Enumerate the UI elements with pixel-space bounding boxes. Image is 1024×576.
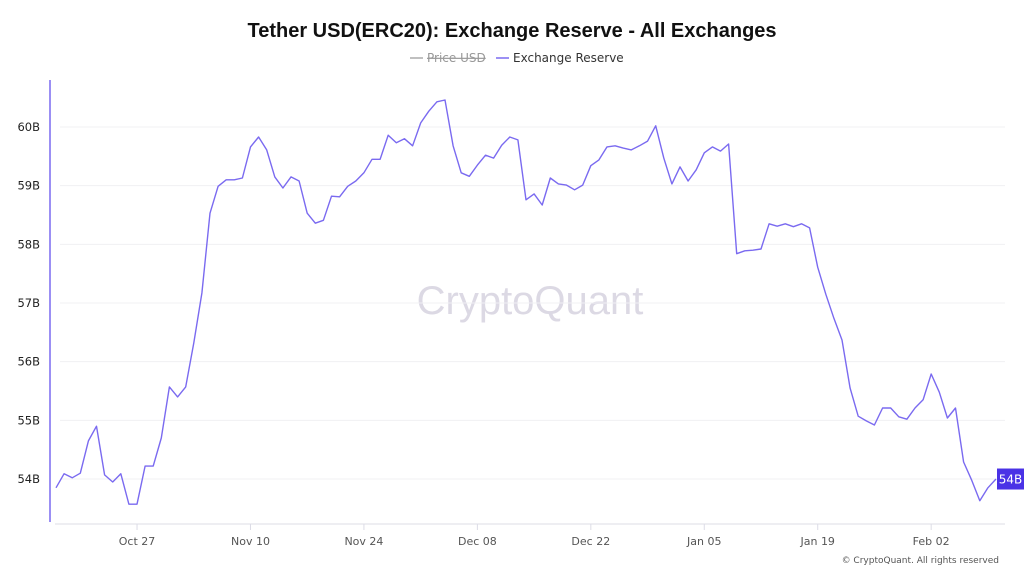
x-tick-label: Dec 08 (458, 535, 497, 548)
legend-label-exchange-reserve: Exchange Reserve (513, 51, 624, 65)
legend: Price USD Exchange Reserve (410, 51, 624, 65)
y-tick-label: 60B (17, 120, 40, 134)
grid (60, 126, 1005, 480)
series-line-exchange-reserve (55, 99, 997, 505)
y-tick-label: 57B (17, 296, 40, 310)
current-value-label: 54B (999, 473, 1023, 487)
x-tick-label: Oct 27 (119, 535, 156, 548)
y-tick-label: 56B (17, 355, 40, 369)
watermark-logo: CryptoQuant (417, 279, 644, 323)
y-tick-label: 58B (17, 237, 40, 251)
y-axis-ticks: 60B 59B 58B 57B 56B 55B 54B (17, 120, 40, 486)
chart-title: Tether USD(ERC20): Exchange Reserve - Al… (247, 20, 776, 42)
y-tick-label: 55B (17, 413, 40, 427)
legend-label-price-usd: Price USD (427, 51, 486, 65)
x-tick-label: Jan 05 (686, 535, 721, 548)
x-tick-label: Dec 22 (571, 535, 610, 548)
x-tick-label: Jan 19 (799, 535, 834, 548)
y-tick-label: 54B (17, 472, 40, 486)
legend-item-price-usd[interactable]: Price USD (410, 51, 486, 65)
legend-item-exchange-reserve[interactable]: Exchange Reserve (496, 51, 624, 65)
current-value-box (997, 468, 1024, 490)
y-tick-label: 59B (17, 179, 40, 193)
current-value-marker: 54B (997, 468, 1024, 490)
x-axis-ticks: Oct 27 Nov 10 Nov 24 Dec 08 Dec 22 Jan 05 Jan … (119, 524, 950, 548)
x-tick-label: Nov 10 (231, 535, 270, 548)
x-tick-label: Nov 24 (344, 535, 383, 548)
x-tick-label: Feb 02 (913, 535, 950, 548)
copyright-footer: © CryptoQuant. All rights reserved (842, 556, 999, 566)
